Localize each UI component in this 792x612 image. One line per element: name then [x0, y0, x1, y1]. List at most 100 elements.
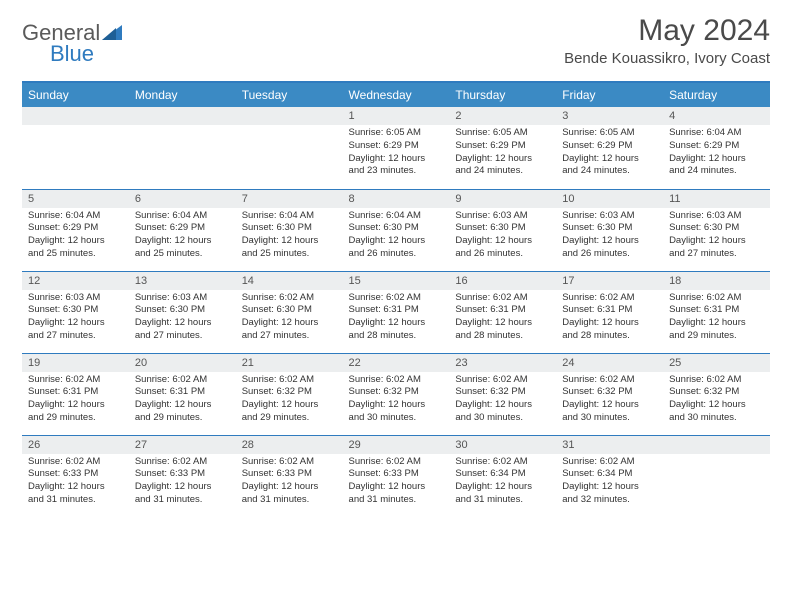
day-detail: Sunrise: 6:02 AMSunset: 6:30 PMDaylight:…: [236, 290, 343, 347]
sunrise-text: Sunrise: 6:02 AM: [455, 374, 550, 387]
sunrise-text: Sunrise: 6:02 AM: [135, 456, 230, 469]
daylight-text: Daylight: 12 hours and 30 minutes.: [669, 399, 764, 425]
calendar-day-cell: 26Sunrise: 6:02 AMSunset: 6:33 PMDayligh…: [22, 435, 129, 517]
calendar-day-cell: 14Sunrise: 6:02 AMSunset: 6:30 PMDayligh…: [236, 271, 343, 353]
sunrise-text: Sunrise: 6:02 AM: [455, 456, 550, 469]
calendar-day-cell: 11Sunrise: 6:03 AMSunset: 6:30 PMDayligh…: [663, 189, 770, 271]
calendar-empty-cell: [129, 107, 236, 189]
daylight-text: Daylight: 12 hours and 26 minutes.: [562, 235, 657, 261]
sunrise-text: Sunrise: 6:04 AM: [28, 210, 123, 223]
daylight-text: Daylight: 12 hours and 29 minutes.: [135, 399, 230, 425]
sunrise-text: Sunrise: 6:02 AM: [242, 292, 337, 305]
day-number-empty: [129, 107, 236, 125]
sunrise-text: Sunrise: 6:02 AM: [349, 292, 444, 305]
sunset-text: Sunset: 6:32 PM: [669, 386, 764, 399]
day-number: 29: [343, 436, 450, 454]
day-number: 25: [663, 354, 770, 372]
sunrise-text: Sunrise: 6:02 AM: [242, 374, 337, 387]
sunset-text: Sunset: 6:29 PM: [562, 140, 657, 153]
day-number: 9: [449, 190, 556, 208]
day-detail: Sunrise: 6:04 AMSunset: 6:29 PMDaylight:…: [663, 125, 770, 182]
day-detail: Sunrise: 6:02 AMSunset: 6:33 PMDaylight:…: [343, 454, 450, 511]
calendar-day-cell: 24Sunrise: 6:02 AMSunset: 6:32 PMDayligh…: [556, 353, 663, 435]
sunset-text: Sunset: 6:30 PM: [349, 222, 444, 235]
day-number: 20: [129, 354, 236, 372]
daylight-text: Daylight: 12 hours and 30 minutes.: [455, 399, 550, 425]
sunrise-text: Sunrise: 6:02 AM: [669, 292, 764, 305]
sunset-text: Sunset: 6:29 PM: [349, 140, 444, 153]
calendar-day-cell: 17Sunrise: 6:02 AMSunset: 6:31 PMDayligh…: [556, 271, 663, 353]
day-detail: Sunrise: 6:03 AMSunset: 6:30 PMDaylight:…: [129, 290, 236, 347]
sunset-text: Sunset: 6:31 PM: [28, 386, 123, 399]
day-detail: Sunrise: 6:02 AMSunset: 6:31 PMDaylight:…: [663, 290, 770, 347]
daylight-text: Daylight: 12 hours and 28 minutes.: [455, 317, 550, 343]
sunset-text: Sunset: 6:32 PM: [562, 386, 657, 399]
day-number: 6: [129, 190, 236, 208]
day-number: 2: [449, 107, 556, 125]
calendar-week-row: 19Sunrise: 6:02 AMSunset: 6:31 PMDayligh…: [22, 353, 770, 435]
day-detail: Sunrise: 6:04 AMSunset: 6:29 PMDaylight:…: [129, 208, 236, 265]
calendar-week-row: 12Sunrise: 6:03 AMSunset: 6:30 PMDayligh…: [22, 271, 770, 353]
calendar-day-cell: 10Sunrise: 6:03 AMSunset: 6:30 PMDayligh…: [556, 189, 663, 271]
sunset-text: Sunset: 6:30 PM: [242, 222, 337, 235]
sunrise-text: Sunrise: 6:04 AM: [669, 127, 764, 140]
calendar-day-cell: 27Sunrise: 6:02 AMSunset: 6:33 PMDayligh…: [129, 435, 236, 517]
day-detail: Sunrise: 6:02 AMSunset: 6:33 PMDaylight:…: [129, 454, 236, 511]
weekday-header: Wednesday: [343, 82, 450, 107]
daylight-text: Daylight: 12 hours and 26 minutes.: [455, 235, 550, 261]
day-detail: Sunrise: 6:02 AMSunset: 6:31 PMDaylight:…: [449, 290, 556, 347]
day-number: 19: [22, 354, 129, 372]
daylight-text: Daylight: 12 hours and 27 minutes.: [242, 317, 337, 343]
day-detail: Sunrise: 6:05 AMSunset: 6:29 PMDaylight:…: [343, 125, 450, 182]
sunrise-text: Sunrise: 6:02 AM: [455, 292, 550, 305]
daylight-text: Daylight: 12 hours and 29 minutes.: [669, 317, 764, 343]
day-number: 27: [129, 436, 236, 454]
day-detail: Sunrise: 6:02 AMSunset: 6:32 PMDaylight:…: [663, 372, 770, 429]
day-number: 24: [556, 354, 663, 372]
sunrise-text: Sunrise: 6:03 AM: [135, 292, 230, 305]
day-number: 23: [449, 354, 556, 372]
calendar-week-row: 1Sunrise: 6:05 AMSunset: 6:29 PMDaylight…: [22, 107, 770, 189]
calendar-day-cell: 22Sunrise: 6:02 AMSunset: 6:32 PMDayligh…: [343, 353, 450, 435]
sunset-text: Sunset: 6:29 PM: [669, 140, 764, 153]
weekday-header: Saturday: [663, 82, 770, 107]
sunset-text: Sunset: 6:30 PM: [242, 304, 337, 317]
daylight-text: Daylight: 12 hours and 23 minutes.: [349, 153, 444, 179]
day-detail: Sunrise: 6:02 AMSunset: 6:31 PMDaylight:…: [556, 290, 663, 347]
sunrise-text: Sunrise: 6:05 AM: [562, 127, 657, 140]
daylight-text: Daylight: 12 hours and 31 minutes.: [455, 481, 550, 507]
daylight-text: Daylight: 12 hours and 28 minutes.: [562, 317, 657, 343]
calendar-day-cell: 29Sunrise: 6:02 AMSunset: 6:33 PMDayligh…: [343, 435, 450, 517]
calendar-day-cell: 19Sunrise: 6:02 AMSunset: 6:31 PMDayligh…: [22, 353, 129, 435]
sunset-text: Sunset: 6:33 PM: [135, 468, 230, 481]
calendar-day-cell: 8Sunrise: 6:04 AMSunset: 6:30 PMDaylight…: [343, 189, 450, 271]
day-number: 22: [343, 354, 450, 372]
calendar-empty-cell: [236, 107, 343, 189]
weekday-header: Sunday: [22, 82, 129, 107]
daylight-text: Daylight: 12 hours and 28 minutes.: [349, 317, 444, 343]
sunset-text: Sunset: 6:31 PM: [562, 304, 657, 317]
day-number: 14: [236, 272, 343, 290]
calendar-day-cell: 12Sunrise: 6:03 AMSunset: 6:30 PMDayligh…: [22, 271, 129, 353]
day-number: 26: [22, 436, 129, 454]
sunrise-text: Sunrise: 6:02 AM: [562, 456, 657, 469]
calendar-day-cell: 16Sunrise: 6:02 AMSunset: 6:31 PMDayligh…: [449, 271, 556, 353]
calendar-day-cell: 30Sunrise: 6:02 AMSunset: 6:34 PMDayligh…: [449, 435, 556, 517]
calendar-day-cell: 4Sunrise: 6:04 AMSunset: 6:29 PMDaylight…: [663, 107, 770, 189]
sunset-text: Sunset: 6:31 PM: [135, 386, 230, 399]
sunset-text: Sunset: 6:29 PM: [28, 222, 123, 235]
daylight-text: Daylight: 12 hours and 29 minutes.: [28, 399, 123, 425]
calendar-week-row: 26Sunrise: 6:02 AMSunset: 6:33 PMDayligh…: [22, 435, 770, 517]
daylight-text: Daylight: 12 hours and 24 minutes.: [455, 153, 550, 179]
daylight-text: Daylight: 12 hours and 24 minutes.: [669, 153, 764, 179]
sunrise-text: Sunrise: 6:03 AM: [455, 210, 550, 223]
daylight-text: Daylight: 12 hours and 24 minutes.: [562, 153, 657, 179]
day-detail: Sunrise: 6:02 AMSunset: 6:32 PMDaylight:…: [343, 372, 450, 429]
day-detail: Sunrise: 6:02 AMSunset: 6:34 PMDaylight:…: [449, 454, 556, 511]
day-number: 8: [343, 190, 450, 208]
calendar-header-row: SundayMondayTuesdayWednesdayThursdayFrid…: [22, 82, 770, 107]
day-detail: Sunrise: 6:02 AMSunset: 6:32 PMDaylight:…: [236, 372, 343, 429]
sunset-text: Sunset: 6:31 PM: [669, 304, 764, 317]
day-number: 5: [22, 190, 129, 208]
sunrise-text: Sunrise: 6:02 AM: [562, 292, 657, 305]
